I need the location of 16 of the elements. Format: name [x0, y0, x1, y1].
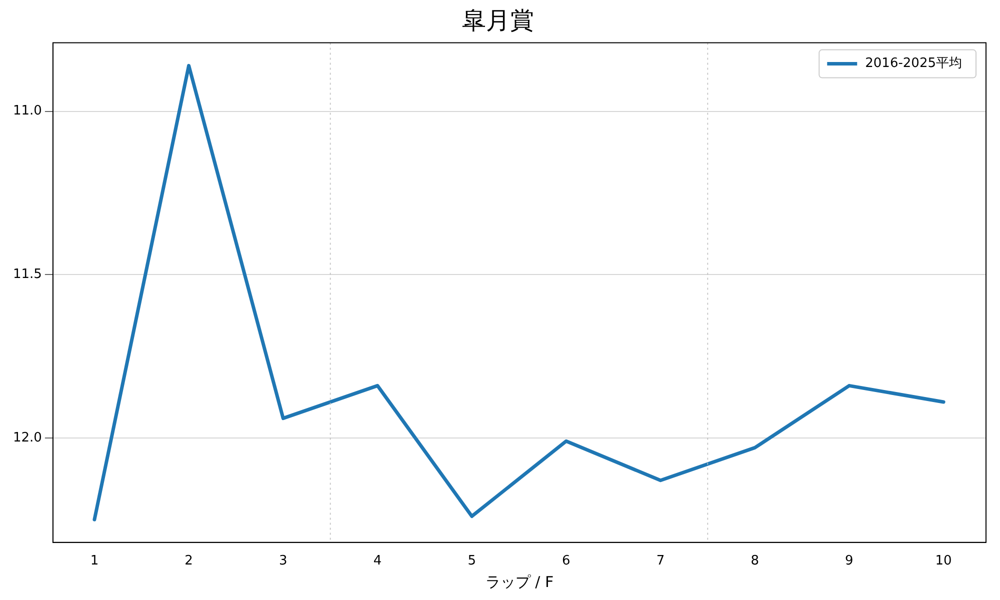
legend-label: 2016-2025平均: [865, 56, 962, 72]
x-tick-label: 1: [90, 554, 99, 569]
x-tick-label: 5: [468, 554, 476, 569]
y-tick-label: 11.5: [12, 267, 42, 282]
x-tick-label: 4: [373, 554, 382, 569]
x-tick-label: 7: [656, 554, 665, 569]
x-tick-label: 9: [845, 554, 854, 569]
x-tick-label: 8: [750, 554, 759, 569]
x-tick-label: 6: [562, 554, 570, 569]
x-axis-title: ラップ / F: [485, 572, 554, 591]
x-tick-label: 3: [279, 554, 288, 569]
chart-title: 皐月賞: [462, 6, 534, 35]
y-tick-label: 11.0: [12, 104, 42, 119]
x-tick-label: 2: [184, 554, 193, 569]
x-tick-label: 10: [935, 554, 952, 569]
y-tick-label: 12.0: [12, 430, 42, 446]
